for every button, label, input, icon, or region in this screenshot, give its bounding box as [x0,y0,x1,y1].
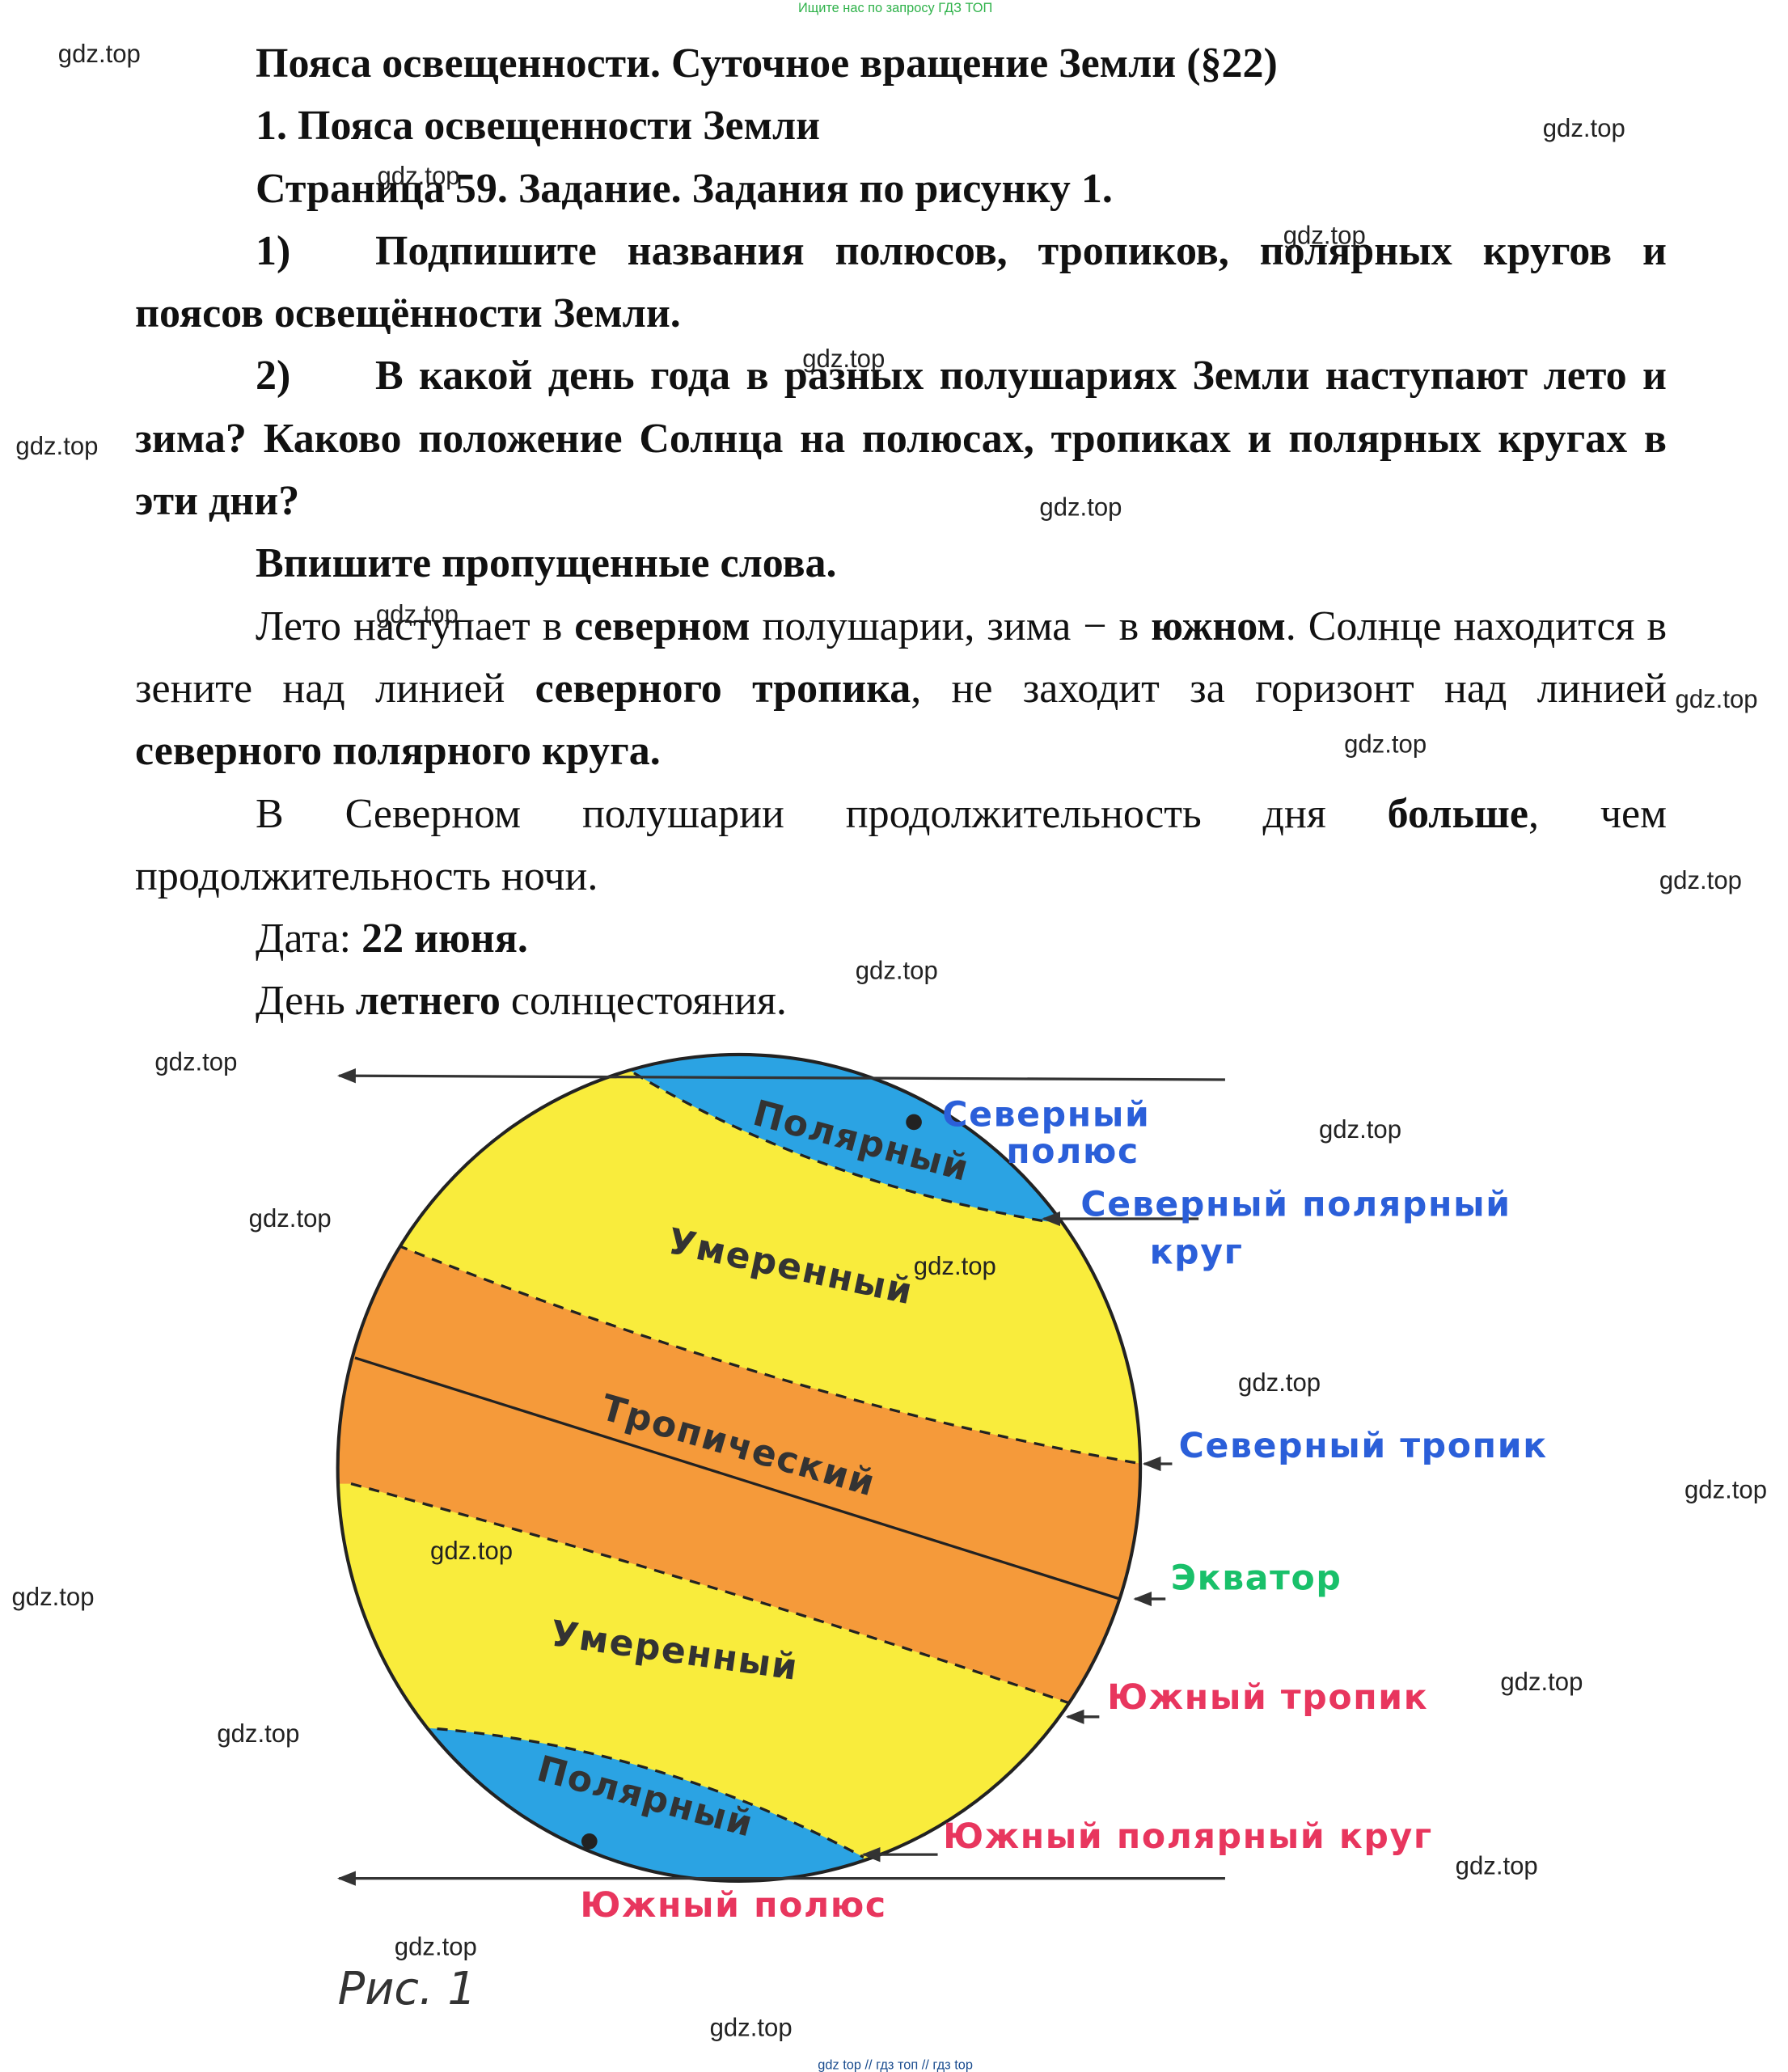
zone-label: Умеренный [664,1220,917,1313]
filled: 22 июня. [361,915,528,962]
watermark: gdz.top [217,1719,299,1748]
watermark: gdz.top [11,1583,94,1611]
answer: В Северном полушарии продолжительность д… [135,783,1667,908]
footer: gdz top // гдз топ // гдз top [818,2057,973,2072]
watermark: gdz.top [1319,1115,1401,1144]
zone-label: Полярный [749,1093,974,1190]
task-number: 2) [256,353,291,400]
section: 1. Пояса освещенности Земли [256,103,821,150]
text: . Солнце находится в зените над линией [135,603,1667,712]
watermark: gdz.top [914,1252,996,1280]
text: солнцестояния. [500,978,787,1025]
text: День [256,978,356,1025]
zone-label: Полярный [533,1749,758,1846]
text: Лето наступает в [256,603,575,649]
answer: День летнего солнцестояния. [135,970,1667,1032]
zone-label: Умеренный [548,1613,801,1689]
text: , не заходит за горизонт над линией [911,665,1667,712]
filled: летнего [355,978,501,1025]
task-text: Подпишите названия полюсов, тропиков, по… [135,227,1667,337]
text-block: Пояса освещенности. Суточное вращение Зе… [135,32,1667,1033]
pole-dot [906,1114,922,1131]
text: , чем продолжительность ночи. [135,790,1667,899]
task-text: В какой день года в разных полушариях Зе… [135,353,1667,525]
zone-label: Тропический [597,1387,881,1505]
watermark: gdz.top [58,40,141,68]
text: В Северном полушарии продолжительность д… [256,790,1388,837]
answer: Дата: 22 июня. [135,907,1667,970]
watermark: gdz.top [1456,1852,1538,1880]
instruction: Впишите пропущенные слова. [256,540,837,587]
watermark: gdz.top [1500,1668,1583,1696]
arrows [336,1068,1225,1886]
watermark: gdz.top [1676,685,1758,713]
filled: южном [1151,603,1286,649]
caption: Рис. 1 [338,1963,476,2015]
north-pole-label: Северный [942,1094,1150,1135]
south-polar-circle-label: Южный полярный круг [943,1816,1433,1857]
north-pole-label: полюс [1006,1131,1139,1172]
watermark: gdz.top [1238,1368,1321,1397]
watermark: gdz.top [154,1048,237,1076]
filled: северном [574,603,750,649]
watermark: gdz.top [395,1933,477,1961]
page-ref: Страница 59. Задание. Задания по рисунку… [256,165,1113,212]
north-tropic-label: Северный тропик [1179,1426,1548,1466]
pole-dot [581,1833,598,1850]
south-pole-label: Южный полюс [580,1885,886,1926]
watermark: gdz.top [430,1537,513,1565]
task-number: 1) [256,227,291,274]
watermark: gdz.top [1659,866,1742,894]
filled: больше [1387,790,1528,837]
text: Дата: [256,915,362,962]
north-polar-circle-label: Северный полярный [1080,1185,1511,1225]
filled: северного тропика [535,665,911,712]
globe-outline [336,1052,1143,1883]
watermark: gdz.top [1684,1476,1767,1504]
equator-label: Экватор [1171,1558,1342,1599]
answer: Лето наступает в северном полушарии, зим… [135,595,1667,783]
title: Пояса освещенности. Суточное вращение Зе… [256,40,1278,87]
watermark: gdz.top [15,432,98,460]
task: 2) В какой день года в разных полушариях … [135,345,1667,532]
globe [337,1054,1141,1881]
watermark: gdz.top [710,2014,793,2042]
text: полушарии, зима − в [750,603,1152,649]
filled: северного полярного круга. [135,728,661,775]
watermark: gdz.top [249,1204,332,1233]
south-tropic-label: Южный тропик [1107,1677,1428,1718]
north-polar-circle-label: круг [1150,1233,1244,1273]
task: 1) Подпишите названия полюсов, тропиков, … [135,220,1667,345]
top-banner: Ищите нас по запросу ГДЗ ТОП [798,1,992,15]
